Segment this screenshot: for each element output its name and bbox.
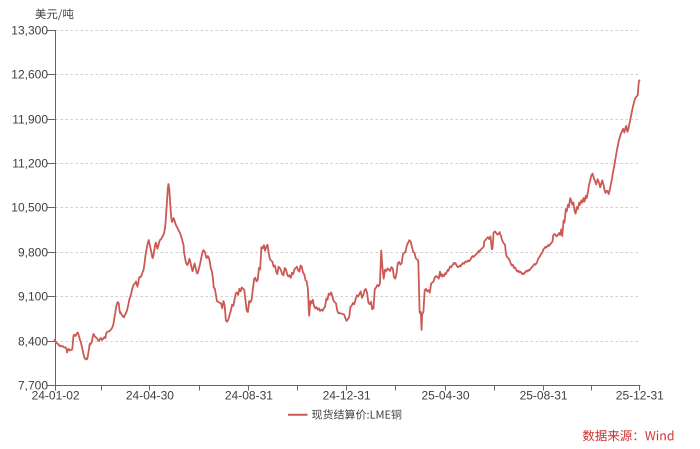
svg-text:25-08-31: 25-08-31	[520, 389, 568, 403]
svg-text:24-12-31: 24-12-31	[323, 389, 371, 403]
svg-text:9,800: 9,800	[18, 246, 48, 260]
svg-text:8,400: 8,400	[18, 335, 48, 349]
svg-text:13,300: 13,300	[11, 24, 48, 38]
svg-text:9,100: 9,100	[18, 290, 48, 304]
svg-text:25-04-30: 25-04-30	[421, 389, 469, 403]
svg-text:24-04-30: 24-04-30	[126, 389, 174, 403]
svg-text:10,500: 10,500	[11, 201, 48, 215]
svg-text:25-12-31: 25-12-31	[616, 389, 664, 403]
svg-text:11,900: 11,900	[12, 113, 48, 127]
svg-text:24-01-02: 24-01-02	[32, 389, 80, 403]
svg-text:24-08-31: 24-08-31	[225, 389, 273, 403]
svg-text:11,200: 11,200	[12, 157, 48, 171]
svg-text:12,600: 12,600	[11, 68, 48, 82]
svg-text:7,700: 7,700	[18, 379, 48, 393]
